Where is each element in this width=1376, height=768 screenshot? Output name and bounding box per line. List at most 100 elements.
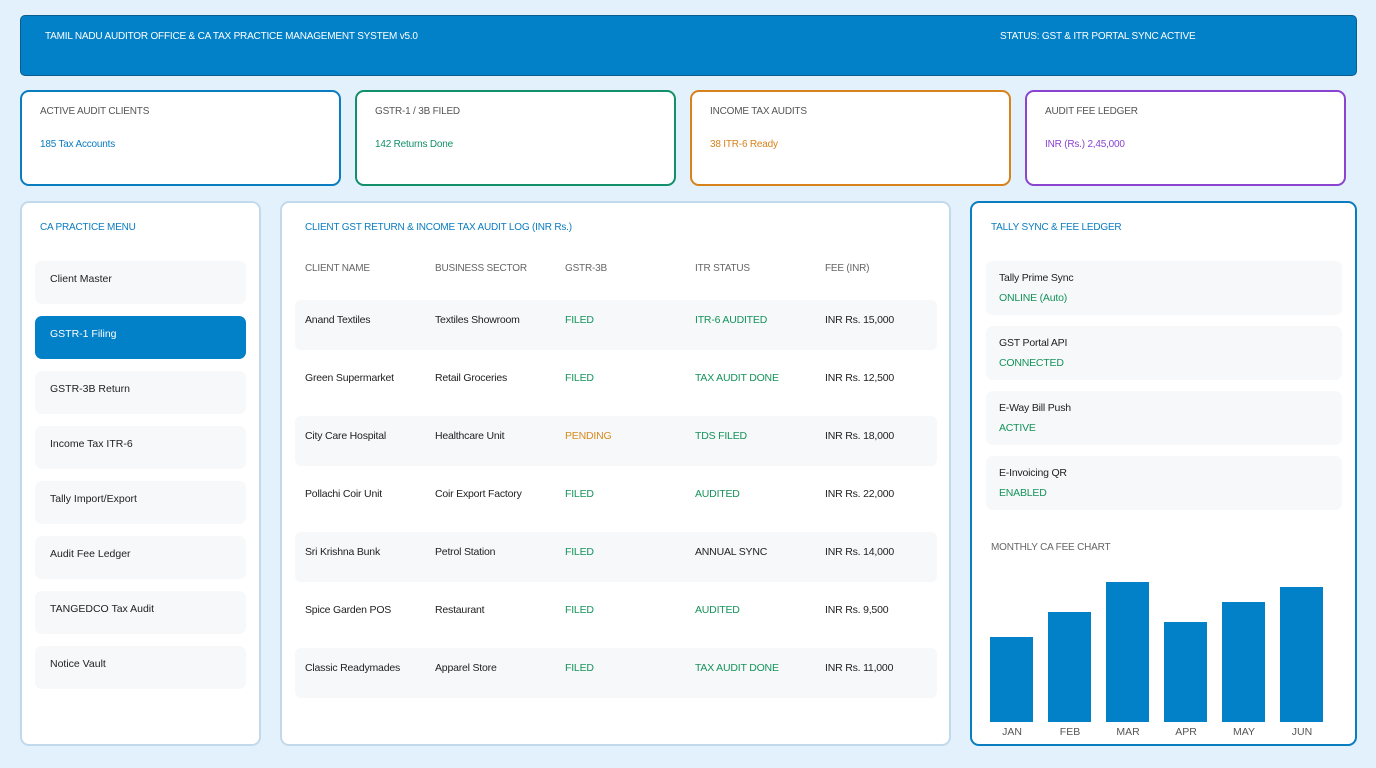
sidebar-title: CA PRACTICE MENU — [40, 222, 136, 233]
kpi-label: INCOME TAX AUDITS — [710, 106, 807, 117]
itr-status: TAX AUDIT DONE — [695, 662, 779, 674]
client-name: Classic Readymades — [305, 662, 401, 674]
fee-bar — [1280, 587, 1323, 722]
sidebar-item[interactable]: Notice Vault — [35, 646, 246, 689]
tally-sync-panel: TALLY SYNC & FEE LEDGER Tally Prime Sync… — [970, 201, 1357, 746]
kpi-card: INCOME TAX AUDITS 38 ITR-6 Ready — [690, 90, 1011, 186]
sidebar-item[interactable]: Tally Import/Export — [35, 481, 246, 524]
client-name: Pollachi Coir Unit — [305, 488, 382, 500]
sidebar-item[interactable]: TANGEDCO Tax Audit — [35, 591, 246, 634]
table-row[interactable]: Anand Textiles Textiles Showroom FILED ITR-… — [295, 300, 937, 350]
sync-status: ONLINE (Auto) — [999, 292, 1068, 304]
sidebar-menu: CA PRACTICE MENU Client Master GSTR-1 Fil… — [20, 201, 261, 746]
table-row[interactable]: Pollachi Coir Unit Coir Export Factory FIL… — [295, 474, 937, 524]
kpi-value: 38 ITR-6 Ready — [710, 139, 778, 150]
itr-status: ITR-6 AUDITED — [695, 314, 768, 326]
kpi-card: GSTR-1 / 3B FILED 142 Returns Done — [355, 90, 676, 186]
sync-status: STATUS: GST & ITR PORTAL SYNC ACTIVE — [1000, 31, 1196, 42]
kpi-value: INR (Rs.) 2,45,000 — [1045, 139, 1125, 150]
business-sector: Restaurant — [435, 604, 485, 616]
kpi-label: ACTIVE AUDIT CLIENTS — [40, 106, 150, 117]
gstr-status: FILED — [565, 546, 594, 558]
bar-label: MAY — [1233, 726, 1255, 738]
fee-amount: INR Rs. 22,000 — [825, 488, 894, 500]
business-sector: Coir Export Factory — [435, 488, 522, 500]
sidebar-item[interactable]: Audit Fee Ledger — [35, 536, 246, 579]
sync-name: E-Invoicing QR — [999, 467, 1067, 479]
kpi-value: 185 Tax Accounts — [40, 139, 116, 150]
client-name: Green Supermarket — [305, 372, 394, 384]
itr-status: AUDITED — [695, 604, 740, 616]
bar-label: JAN — [1002, 726, 1022, 738]
column-header: BUSINESS SECTOR — [435, 263, 527, 274]
itr-status: TDS FILED — [695, 430, 747, 442]
client-name: Spice Garden POS — [305, 604, 392, 616]
sync-name: Tally Prime Sync — [999, 272, 1074, 284]
sync-name: E-Way Bill Push — [999, 402, 1071, 414]
gstr-status: FILED — [565, 314, 594, 326]
business-sector: Retail Groceries — [435, 372, 508, 384]
kpi-card: ACTIVE AUDIT CLIENTS 185 Tax Accounts — [20, 90, 341, 186]
itr-status: ANNUAL SYNC — [695, 546, 768, 558]
itr-status: AUDITED — [695, 488, 740, 500]
client-name: City Care Hospital — [305, 430, 387, 442]
table-row[interactable]: Spice Garden POS Restaurant FILED AUDITED IN… — [295, 590, 937, 640]
table-row[interactable]: City Care Hospital Healthcare Unit PENDING… — [295, 416, 937, 466]
gstr-status: FILED — [565, 372, 594, 384]
client-name: Anand Textiles — [305, 314, 371, 326]
sync-item: E-Way Bill Push ACTIVE — [986, 391, 1342, 445]
sidebar-item[interactable]: GSTR-1 Filing — [35, 316, 246, 359]
bar-label: JUN — [1291, 726, 1313, 738]
sync-status: ACTIVE — [999, 422, 1036, 434]
table-row[interactable]: Green Supermarket Retail Groceries FILED TA… — [295, 358, 937, 408]
bar-label: MAR — [1116, 726, 1140, 738]
kpi-label: AUDIT FEE LEDGER — [1045, 106, 1138, 117]
sync-item: Tally Prime Sync ONLINE (Auto) — [986, 261, 1342, 315]
audit-log-panel: CLIENT GST RETURN & INCOME TAX AUDIT LOG… — [280, 201, 951, 746]
fee-bar — [1164, 622, 1207, 722]
fee-amount: INR Rs. 15,000 — [825, 314, 894, 326]
itr-status: TAX AUDIT DONE — [695, 372, 779, 384]
fee-amount: INR Rs. 9,500 — [825, 604, 889, 616]
column-header: FEE (INR) — [825, 263, 870, 274]
gstr-status: FILED — [565, 488, 594, 500]
table-row[interactable]: Classic Readymades Apparel Store FILED TAX … — [295, 648, 937, 698]
audit-log-title: CLIENT GST RETURN & INCOME TAX AUDIT LOG… — [305, 222, 572, 233]
gstr-status: PENDING — [565, 430, 612, 442]
business-sector: Petrol Station — [435, 546, 496, 558]
app-title: TAMIL NADU AUDITOR OFFICE & CA TAX PRACT… — [45, 31, 418, 42]
fee-amount: INR Rs. 12,500 — [825, 372, 894, 384]
business-sector: Apparel Store — [435, 662, 497, 674]
fee-amount: INR Rs. 14,000 — [825, 546, 894, 558]
app-header: TAMIL NADU AUDITOR OFFICE & CA TAX PRACT… — [20, 15, 1357, 76]
sync-name: GST Portal API — [999, 337, 1068, 349]
fee-bar — [1106, 582, 1149, 722]
sidebar-item[interactable]: Client Master — [35, 261, 246, 304]
bar-label: APR — [1175, 726, 1197, 738]
sync-status: CONNECTED — [999, 357, 1064, 369]
fee-bar — [990, 637, 1033, 722]
fee-chart-title: MONTHLY CA FEE CHART — [991, 542, 1111, 553]
bar-label: FEB — [1059, 726, 1081, 738]
sync-status: ENABLED — [999, 487, 1047, 499]
fee-bar — [1048, 612, 1091, 722]
gstr-status: FILED — [565, 604, 594, 616]
sync-item: E-Invoicing QR ENABLED — [986, 456, 1342, 510]
column-header: GSTR-3B — [565, 263, 607, 274]
table-row[interactable]: Sri Krishna Bunk Petrol Station FILED ANNUA… — [295, 532, 937, 582]
client-name: Sri Krishna Bunk — [305, 546, 381, 558]
sidebar-item[interactable]: GSTR-3B Return — [35, 371, 246, 414]
kpi-label: GSTR-1 / 3B FILED — [375, 106, 460, 117]
fee-amount: INR Rs. 18,000 — [825, 430, 894, 442]
kpi-value: 142 Returns Done — [375, 139, 453, 150]
column-header: CLIENT NAME — [305, 263, 370, 274]
fee-bar — [1222, 602, 1265, 722]
column-header: ITR STATUS — [695, 263, 750, 274]
sidebar-item[interactable]: Income Tax ITR-6 — [35, 426, 246, 469]
business-sector: Healthcare Unit — [435, 430, 505, 442]
business-sector: Textiles Showroom — [435, 314, 520, 326]
tally-sync-title: TALLY SYNC & FEE LEDGER — [991, 222, 1122, 233]
sync-item: GST Portal API CONNECTED — [986, 326, 1342, 380]
kpi-card: AUDIT FEE LEDGER INR (Rs.) 2,45,000 — [1025, 90, 1346, 186]
fee-amount: INR Rs. 11,000 — [825, 662, 894, 674]
